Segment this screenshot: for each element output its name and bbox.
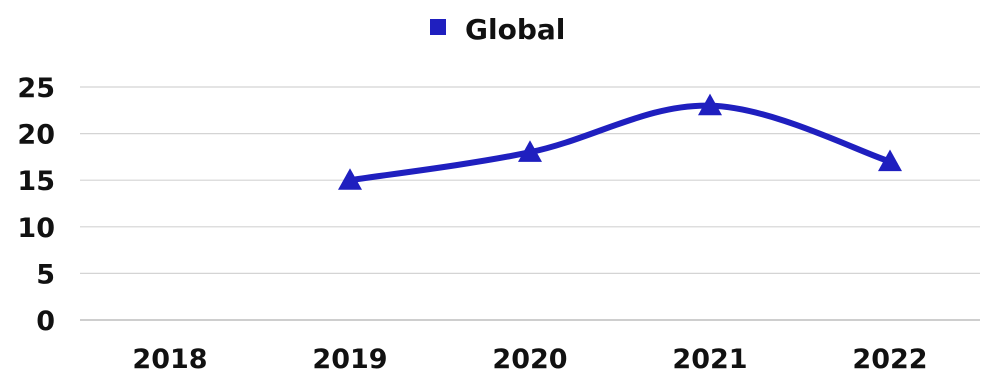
x-tick-label: 2018 [132,344,207,374]
gridlines [80,86,980,274]
y-tick-label: 20 [17,120,55,151]
x-axis-ticks: 2018 2019 2020 2021 2022 [132,344,927,374]
data-point [338,168,362,190]
series-line [347,102,893,184]
y-tick-label: 25 [17,73,55,104]
legend-label-global: Global [465,13,565,46]
legend-swatch-global [430,19,446,35]
x-tick-label: 2020 [492,344,567,374]
y-tick-label: 10 [17,213,55,244]
x-tick-label: 2021 [672,344,747,374]
y-tick-label: 5 [36,259,55,290]
x-tick-label: 2022 [852,344,927,374]
y-tick-label: 15 [17,166,55,197]
data-point [878,149,902,172]
y-tick-label: 0 [36,306,55,337]
x-tick-label: 2019 [312,344,387,374]
legend: Global [430,13,565,46]
data-point [698,93,722,116]
y-axis-ticks: 0 5 10 15 20 25 [17,73,55,337]
data-point [518,140,542,162]
series-global [338,93,902,190]
